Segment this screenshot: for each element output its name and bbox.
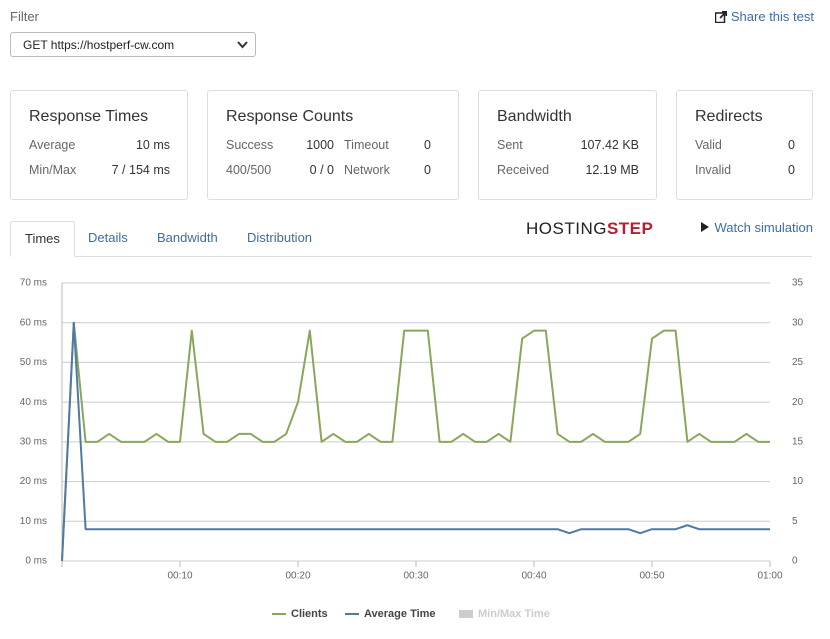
chart: 0 ms 10 ms 20 ms 30 ms 40 ms 50 ms 60 ms 70 ms 0… — [20, 278, 804, 620]
card-label: Sent — [497, 138, 523, 152]
logo-part: STEP — [606, 219, 654, 238]
x-tick-label: 00:20 — [285, 571, 310, 582]
y2-tick-label: 30 — [792, 317, 804, 328]
card-value: 0 — [424, 138, 431, 152]
card-title: Bandwidth — [497, 108, 572, 125]
play-icon — [700, 222, 709, 232]
legend-label: Min/Max Time — [478, 608, 550, 620]
select-value: GET https://hostperf-cw.com — [23, 38, 175, 52]
card: Bandwidth Sent 107.42 KB Received 12.19 MB — [478, 90, 657, 200]
card-value: 12.19 MB — [585, 163, 639, 177]
y2-tick-label: 25 — [792, 357, 804, 368]
share-link[interactable]: Share this test — [714, 9, 814, 24]
y-tick-label: 30 ms — [20, 436, 47, 447]
legend-label: Clients — [291, 608, 328, 620]
x-tick-label: 00:10 — [167, 571, 192, 582]
select-chevron — [237, 41, 248, 49]
x-tick-label: 00:40 — [521, 571, 546, 582]
card-label: Valid — [695, 138, 722, 152]
tab[interactable]: Bandwidth — [157, 230, 218, 245]
series-line — [61, 321, 770, 562]
tab[interactable]: Details — [88, 230, 128, 245]
y2-tick-label: 10 — [792, 476, 804, 487]
y2-tick-label: 15 — [792, 436, 804, 447]
card-title: Response Counts — [226, 108, 354, 125]
y2-tick-label: 20 — [792, 397, 804, 408]
share-text: Share this test — [730, 9, 814, 24]
x-tick-label: 01:00 — [757, 571, 782, 582]
card: Response Counts Success 1000 Timeout 0 400/50… — [207, 90, 459, 200]
x-tick-label: 00:30 — [403, 571, 428, 582]
card-value: 107.42 KB — [580, 138, 639, 152]
card-label: 400/500 — [226, 163, 272, 177]
logo: HOSTINGSTEP — [526, 219, 653, 239]
filter-label: Filter — [10, 9, 39, 24]
logo-part: HOSTING — [526, 219, 607, 238]
watch-text: Watch simulation — [714, 220, 814, 235]
card-value: 7 / 154 ms — [111, 163, 170, 177]
card: Response Times Average 10 ms Min/Max 7 / 154… — [10, 90, 188, 200]
request-select[interactable]: GET https://hostperf-cw.com — [10, 32, 256, 57]
card-title: Response Times — [29, 108, 149, 125]
share-icon — [714, 11, 727, 24]
card-value: 0 — [788, 138, 795, 152]
card-label: Invalid — [695, 163, 732, 177]
card-label: Average — [29, 138, 76, 152]
card-title: Redirects — [695, 108, 763, 125]
y-tick-label: 0 ms — [25, 556, 47, 567]
y-tick-label: 40 ms — [20, 397, 47, 408]
legend-label: Average Time — [364, 608, 436, 620]
card-value: 0 — [424, 163, 431, 177]
tab[interactable]: Times — [10, 221, 75, 257]
y2-tick-label: 35 — [792, 278, 804, 289]
y2-tick-label: 5 — [792, 516, 798, 527]
card-label: Min/Max — [29, 163, 77, 177]
card-label: Timeout — [344, 138, 389, 152]
card: Redirects Valid 0 Invalid 0 — [676, 90, 813, 200]
y-tick-label: 10 ms — [20, 516, 47, 527]
y-tick-label: 50 ms — [20, 357, 47, 368]
y2-tick-label: 0 — [792, 556, 798, 567]
tab-divider — [10, 256, 812, 257]
card-label: Received — [497, 163, 550, 177]
card-value: 0 / 0 — [309, 163, 334, 177]
series-line — [61, 321, 770, 562]
y-tick-label: 70 ms — [20, 278, 47, 289]
x-tick-label: 00:50 — [639, 571, 664, 582]
card-label: Network — [344, 163, 390, 177]
card-value: 1000 — [306, 138, 334, 152]
y-tick-label: 60 ms — [20, 317, 47, 328]
card-value: 10 ms — [135, 138, 170, 152]
y-tick-label: 20 ms — [20, 476, 47, 487]
tab[interactable]: Distribution — [247, 230, 313, 245]
card-value: 0 — [788, 163, 795, 177]
card-label: Success — [226, 138, 274, 152]
watch-link[interactable]: Watch simulation — [700, 220, 814, 235]
